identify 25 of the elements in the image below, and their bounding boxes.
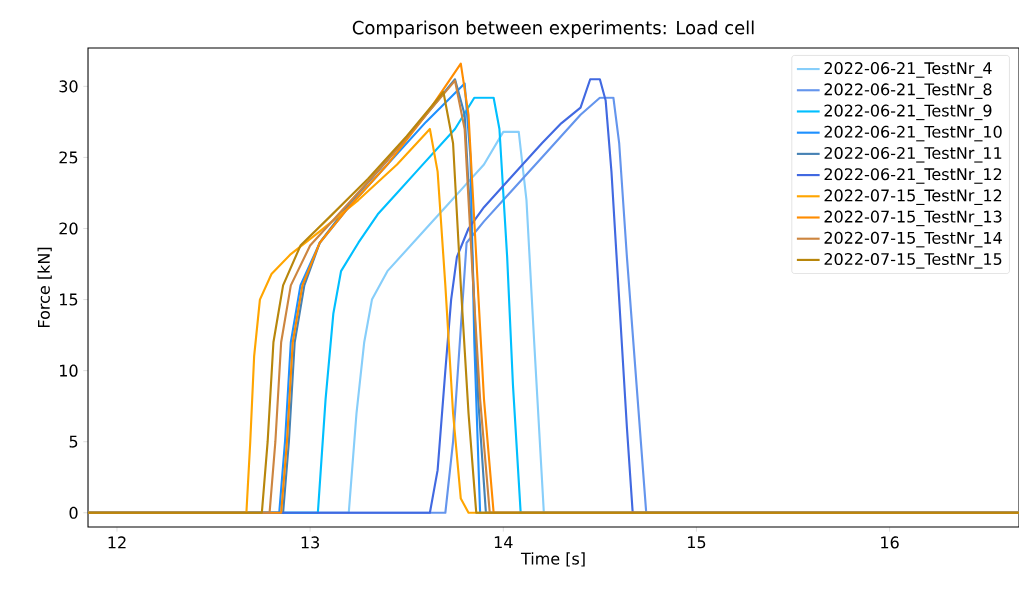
x-axis-title: Time [s]: [520, 552, 585, 567]
legend-label: 2022-07-15_TestNr_14: [824, 231, 1002, 248]
y-axis-title: Force [kN]: [37, 247, 52, 327]
y-tick-label: 5: [69, 435, 78, 448]
x-tick-label: 14: [494, 536, 513, 549]
legend-label: 2022-06-21_TestNr_12: [824, 168, 1002, 184]
legend-label: 2022-06-21_TestNr_4: [824, 62, 992, 78]
chart-title: Comparison between experiments: Load cell: [352, 20, 754, 38]
legend-label: 2022-06-21_TestNr_10: [824, 125, 1002, 142]
y-tick-label: 25: [59, 151, 78, 164]
x-tick-label: 15: [688, 536, 706, 549]
y-tick-label: 10: [60, 364, 78, 377]
legend-label: 2022-06-21_TestNr_9: [824, 104, 992, 121]
legend-label: 2022-06-21_TestNr_8: [824, 83, 992, 99]
legend-label: 2022-07-15_TestNr_15: [824, 252, 1002, 269]
legend-label: 2022-06-21_TestNr_11: [824, 146, 1002, 163]
y-tick-label: 15: [60, 293, 78, 306]
x-tick-label: 13: [301, 536, 320, 549]
legend-label: 2022-07-15_TestNr_12: [824, 189, 1002, 205]
y-tick-label: 0: [69, 506, 78, 519]
legend-label: 2022-07-15_TestNr_13: [824, 210, 1002, 227]
y-tick-label: 20: [59, 222, 78, 235]
y-tick-label: 30: [59, 80, 78, 93]
x-tick-label: 16: [881, 536, 899, 549]
x-tick-label: 12: [108, 536, 126, 549]
